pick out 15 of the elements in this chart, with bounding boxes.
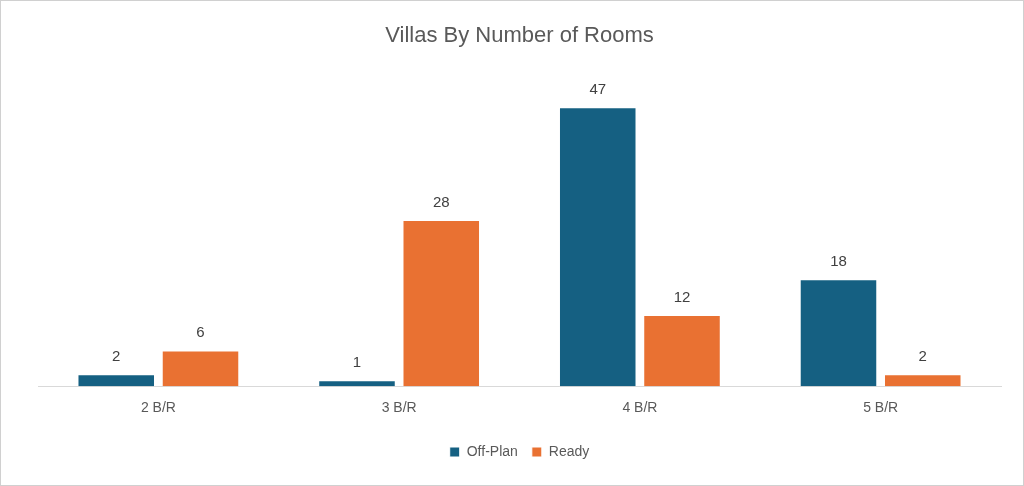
legend-label: Ready <box>548 442 590 459</box>
legend-label: Off-Plan <box>466 442 518 459</box>
data-label: 12 <box>673 287 691 305</box>
x-tick-label: 5 B/R <box>863 399 899 416</box>
x-tick-label: 4 B/R <box>622 399 658 416</box>
data-label: 2 <box>112 346 121 364</box>
data-label: 2 <box>918 346 927 364</box>
data-label: 47 <box>589 79 607 97</box>
data-label: 1 <box>352 352 362 370</box>
chart-title: Villas By Number of Rooms <box>385 22 654 48</box>
x-tick-label: 3 B/R <box>381 399 417 416</box>
x-tick-label: 2 B/R <box>140 399 176 416</box>
data-label: 28 <box>432 192 450 210</box>
data-label: 18 <box>830 251 847 269</box>
data-label: 6 <box>196 323 205 341</box>
